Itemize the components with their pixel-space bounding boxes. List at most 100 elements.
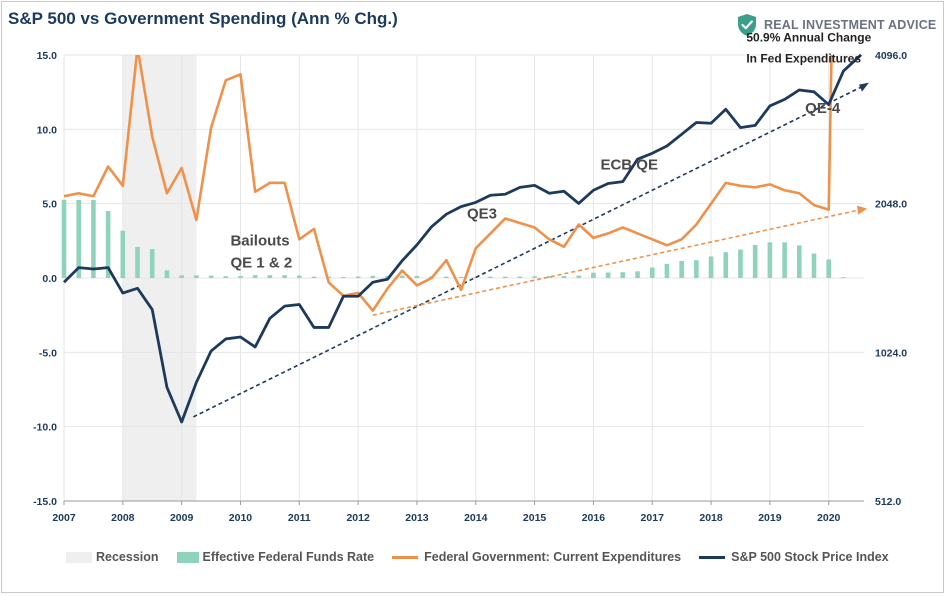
x-tick-label: 2015 — [523, 512, 547, 524]
fed-funds-bar — [649, 267, 655, 278]
gov-spending-line — [64, 55, 833, 313]
y-left-tick-label: 15.0 — [37, 50, 58, 62]
sp500-line — [63, 53, 863, 424]
fed-funds-bar — [517, 276, 523, 278]
y-left-tick-label: -5.0 — [39, 347, 57, 359]
fed-funds-bar — [76, 199, 82, 278]
fed-funds-bar — [208, 275, 214, 278]
legend-label-sp500: S&P 500 Stock Price Index — [731, 550, 889, 564]
fed-funds-bar — [767, 242, 773, 278]
fed-funds-bar — [120, 230, 126, 278]
fed-funds-bar — [488, 276, 493, 278]
fed-funds-bar — [326, 276, 332, 278]
fed-funds-bar — [267, 275, 273, 278]
fed-funds-bar — [135, 246, 140, 278]
fed-funds-bar — [679, 260, 684, 278]
fed-funds-bar — [238, 276, 243, 278]
annotation-4: ECB QE — [600, 156, 658, 173]
x-tick-label: 2009 — [170, 512, 194, 524]
legend-swatch-fed-funds — [176, 551, 199, 563]
x-tick-label: 2019 — [758, 512, 782, 524]
fed-funds-bar — [164, 270, 170, 278]
legend-item-sp500: S&P 500 Stock Price Index — [699, 550, 889, 564]
x-tick-label: 2011 — [288, 512, 311, 524]
fed-funds-bar — [296, 275, 302, 278]
fed-funds-bar — [399, 275, 405, 278]
fed-funds-bar — [664, 263, 670, 278]
fed-funds-bar — [723, 252, 729, 278]
fed-funds-bar — [752, 244, 758, 278]
legend-item-fed-funds: Effective Federal Funds Rate — [176, 550, 375, 564]
fed-funds-bar — [414, 275, 420, 278]
legend-swatch-gov-spending — [392, 555, 419, 559]
y-right-tick-label: 1024.0 — [875, 347, 907, 359]
x-tick-label: 2007 — [52, 512, 76, 524]
fed-funds-bar — [311, 276, 317, 278]
fed-funds-bar — [179, 275, 184, 278]
x-tick-label: 2010 — [229, 512, 253, 524]
annotation-6: 50.9% Annual Change — [746, 31, 871, 45]
fed-funds-bar — [341, 276, 346, 278]
y-right-tick-label: 512.0 — [875, 496, 901, 508]
fed-funds-bar — [473, 276, 479, 278]
gov-spending-trend-arrowhead — [857, 205, 868, 215]
x-tick-label: 2012 — [346, 512, 370, 524]
fed-funds-bar — [355, 276, 361, 278]
x-tick-label: 2008 — [111, 512, 135, 524]
legend-label-recession: Recession — [96, 550, 159, 564]
chart-title: S&P 500 vs Government Spending (Ann % Ch… — [8, 9, 398, 28]
y-left-tick-label: 10.0 — [37, 124, 58, 136]
y-right-tick-label: 4096.0 — [875, 50, 907, 62]
fed-funds-bar — [91, 199, 96, 278]
legend-swatch-recession — [66, 551, 92, 563]
fed-funds-bar — [282, 275, 287, 278]
legend-swatch-sp500 — [699, 555, 726, 559]
x-tick-label: 2014 — [464, 512, 488, 524]
sp500-trend-line — [193, 84, 865, 418]
brand-name: REAL INVESTMENT ADVICE — [764, 18, 937, 32]
fed-funds-bar — [826, 259, 832, 278]
fed-funds-bar — [458, 276, 464, 278]
y-right-tick-label: 2048.0 — [875, 199, 907, 211]
fed-funds-bar — [576, 275, 582, 278]
gov-spending-trend-line — [372, 208, 862, 316]
shield-check-icon — [738, 14, 756, 36]
legend-label-fed-funds: Effective Federal Funds Rate — [202, 550, 375, 564]
fed-funds-bar — [811, 253, 817, 278]
fed-funds-bar — [105, 211, 111, 278]
brand-logo: REAL INVESTMENT ADVICE — [736, 12, 936, 38]
annotation-1: Bailouts — [230, 232, 289, 249]
legend-label-gov-spending: Federal Government: Current Expenditures — [424, 550, 682, 564]
sp500-trend-arrowhead — [859, 82, 869, 92]
annotation-3: QE3 — [467, 206, 497, 223]
annotation-2: QE 1 & 2 — [230, 255, 292, 272]
y-left-tick-label: -10.0 — [33, 422, 57, 434]
chart-legend: Recession Effective Federal Funds Rate F… — [66, 548, 907, 566]
y-left-tick-label: 5.0 — [42, 199, 57, 211]
fed-funds-bar — [252, 275, 258, 278]
fed-funds-bar — [223, 276, 229, 278]
fed-funds-bar — [194, 275, 199, 278]
fed-funds-bar — [502, 276, 508, 278]
x-tick-label: 2016 — [582, 512, 606, 524]
fed-funds-bar — [796, 245, 802, 278]
fed-funds-bar — [738, 249, 743, 278]
fed-funds-bar — [841, 277, 846, 278]
fed-funds-bar — [532, 276, 537, 278]
fed-funds-bar — [370, 275, 376, 278]
y-left-tick-label: -15.0 — [33, 496, 57, 508]
x-tick-label: 2017 — [641, 512, 665, 524]
fed-funds-bar — [605, 272, 611, 278]
fed-funds-bar — [591, 272, 596, 278]
fed-funds-bar — [708, 256, 714, 278]
legend-item-recession: Recession — [66, 550, 159, 564]
x-tick-label: 2013 — [405, 512, 429, 524]
fed-funds-bar — [635, 271, 640, 278]
x-tick-label: 2020 — [817, 512, 841, 524]
fed-funds-bar — [620, 272, 626, 278]
fed-funds-bar — [149, 249, 155, 278]
fed-funds-bar — [561, 276, 567, 278]
annotation-5: QE-4 — [805, 100, 841, 117]
